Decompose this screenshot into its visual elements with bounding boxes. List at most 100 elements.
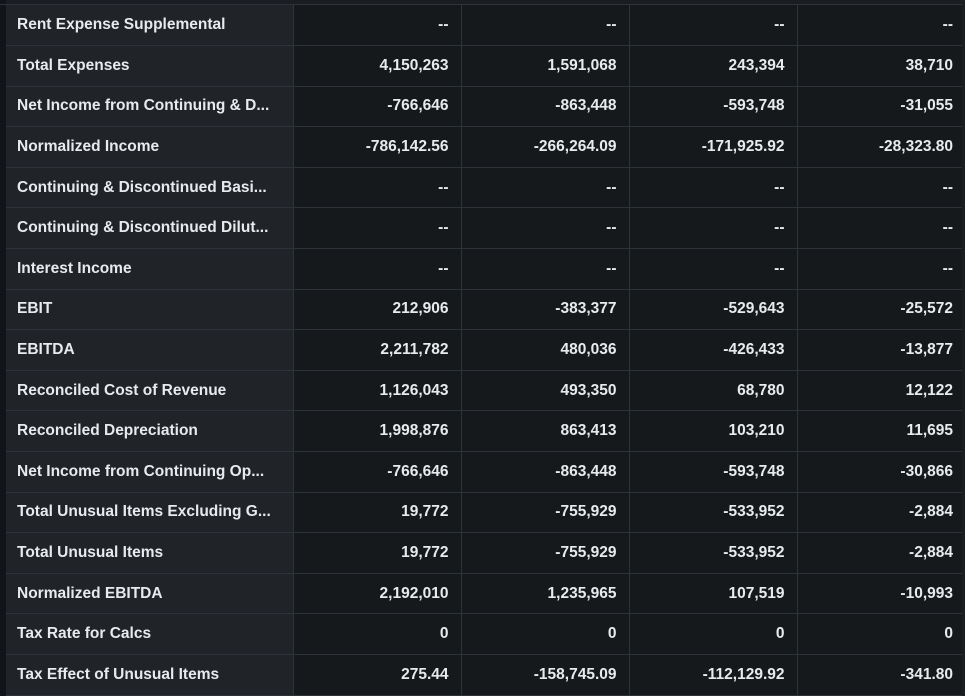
row-label: Net Income from Continuing Op... <box>6 451 294 493</box>
cell-value: 275.44 <box>293 654 462 696</box>
cell-value: -171,925.92 <box>629 126 798 168</box>
cell-value: 103,210 <box>629 410 798 453</box>
cell-value: -31,055 <box>797 86 965 128</box>
cell-value: -- <box>461 207 630 250</box>
table-row: Total Unusual Items 19,772 -755,929 -533… <box>6 532 965 574</box>
table-row: EBITDA 2,211,782 480,036 -426,433 -13,87… <box>6 329 965 371</box>
row-label: Reconciled Cost of Revenue <box>6 370 294 412</box>
cell-value: -341.80 <box>797 654 965 696</box>
cell-value: 1,126,043 <box>293 370 462 412</box>
cell-value: -112,129.92 <box>629 654 798 696</box>
cell-value: 1,998,876 <box>293 410 462 453</box>
row-label: Total Unusual Items Excluding G... <box>6 492 294 534</box>
cell-value: -30,866 <box>797 451 965 493</box>
cell-value: 68,780 <box>629 370 798 412</box>
table-row: Total Expenses 4,150,263 1,591,068 243,3… <box>6 45 965 87</box>
row-label: EBIT <box>6 289 294 331</box>
cell-value: -786,142.56 <box>293 126 462 168</box>
cell-value: -266,264.09 <box>461 126 630 168</box>
row-label: Interest Income <box>6 248 294 290</box>
cell-value: 107,519 <box>629 573 798 615</box>
cell-value: 0 <box>629 613 798 655</box>
cell-value: -593,748 <box>629 451 798 493</box>
table-row: Continuing & Discontinued Dilut... -- --… <box>6 207 965 250</box>
table-row: Rent Expense Supplemental -- -- -- -- <box>6 5 965 47</box>
cell-value: 11,695 <box>797 410 965 453</box>
financials-table-body: Rent Expense Supplemental -- -- -- -- To… <box>6 5 965 696</box>
table-row: Normalized EBITDA 2,192,010 1,235,965 10… <box>6 573 965 615</box>
cell-value: 19,772 <box>293 492 462 534</box>
cell-value: -13,877 <box>797 329 965 371</box>
row-label: Normalized Income <box>6 126 294 168</box>
scrollbar-track[interactable] <box>962 0 965 696</box>
cell-value: -- <box>629 5 798 47</box>
cell-value: -529,643 <box>629 289 798 331</box>
cell-value: -863,448 <box>461 451 630 493</box>
cell-value: -426,433 <box>629 329 798 371</box>
cell-value: -- <box>629 248 798 290</box>
cell-value: 493,350 <box>461 370 630 412</box>
cell-value: -383,377 <box>461 289 630 331</box>
cell-value: 243,394 <box>629 45 798 87</box>
cell-value: -533,952 <box>629 492 798 534</box>
cell-value: 38,710 <box>797 45 965 87</box>
row-label: Continuing & Discontinued Basi... <box>6 167 294 209</box>
cell-value: 2,192,010 <box>293 573 462 615</box>
row-label: Reconciled Depreciation <box>6 410 294 453</box>
cell-value: -766,646 <box>293 86 462 128</box>
row-label: Continuing & Discontinued Dilut... <box>6 207 294 250</box>
top-divider <box>0 4 965 5</box>
cell-value: -- <box>293 167 462 209</box>
cell-value: -755,929 <box>461 532 630 574</box>
row-label: Tax Effect of Unusual Items <box>6 654 294 696</box>
cell-value: -- <box>629 167 798 209</box>
cell-value: -158,745.09 <box>461 654 630 696</box>
cell-value: 863,413 <box>461 410 630 453</box>
table-row: EBIT 212,906 -383,377 -529,643 -25,572 <box>6 289 965 331</box>
financials-table: Rent Expense Supplemental -- -- -- -- To… <box>6 5 965 696</box>
cell-value: -- <box>461 167 630 209</box>
cell-value: -2,884 <box>797 492 965 534</box>
table-row: Continuing & Discontinued Basi... -- -- … <box>6 167 965 209</box>
cell-value: 0 <box>293 613 462 655</box>
cell-value: -533,952 <box>629 532 798 574</box>
table-row: Interest Income -- -- -- -- <box>6 248 965 290</box>
table-row: Reconciled Depreciation 1,998,876 863,41… <box>6 410 965 453</box>
cell-value: -- <box>797 248 965 290</box>
cell-value: -28,323.80 <box>797 126 965 168</box>
table-row: Tax Rate for Calcs 0 0 0 0 <box>6 613 965 655</box>
cell-value: -- <box>461 248 630 290</box>
cell-value: -- <box>293 5 462 47</box>
cell-value: 1,235,965 <box>461 573 630 615</box>
cell-value: 212,906 <box>293 289 462 331</box>
table-row: Net Income from Continuing & D... -766,6… <box>6 86 965 128</box>
cell-value: -593,748 <box>629 86 798 128</box>
cell-value: 480,036 <box>461 329 630 371</box>
cell-value: -2,884 <box>797 532 965 574</box>
row-label: EBITDA <box>6 329 294 371</box>
table-row: Reconciled Cost of Revenue 1,126,043 493… <box>6 370 965 412</box>
table-row: Tax Effect of Unusual Items 275.44 -158,… <box>6 654 965 696</box>
cell-value: -- <box>797 5 965 47</box>
left-edge <box>0 0 6 696</box>
cell-value: -- <box>629 207 798 250</box>
row-label: Total Expenses <box>6 45 294 87</box>
cell-value: -- <box>461 5 630 47</box>
row-label: Rent Expense Supplemental <box>6 5 294 47</box>
cell-value: -755,929 <box>461 492 630 534</box>
cell-value: 19,772 <box>293 532 462 574</box>
cell-value: 1,591,068 <box>461 45 630 87</box>
row-label: Net Income from Continuing & D... <box>6 86 294 128</box>
cell-value: -- <box>797 167 965 209</box>
cell-value: 12,122 <box>797 370 965 412</box>
cell-value: 2,211,782 <box>293 329 462 371</box>
cell-value: -- <box>293 248 462 290</box>
cell-value: -- <box>797 207 965 250</box>
table-row: Normalized Income -786,142.56 -266,264.0… <box>6 126 965 168</box>
table-row: Net Income from Continuing Op... -766,64… <box>6 451 965 493</box>
cell-value: -766,646 <box>293 451 462 493</box>
cell-value: -863,448 <box>461 86 630 128</box>
table-row: Total Unusual Items Excluding G... 19,77… <box>6 492 965 534</box>
row-label: Tax Rate for Calcs <box>6 613 294 655</box>
